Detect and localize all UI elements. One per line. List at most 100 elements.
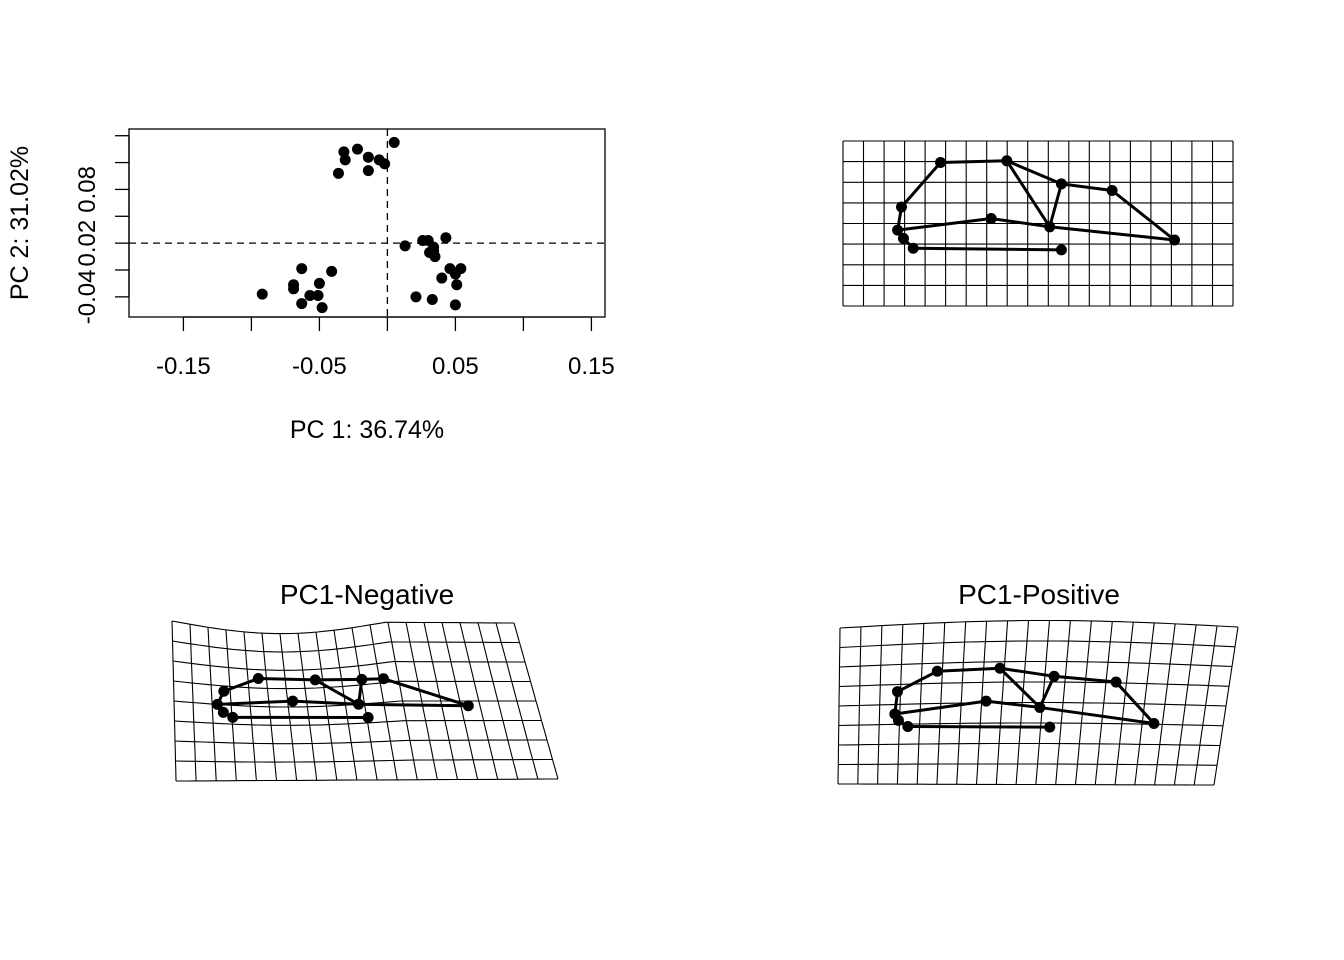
landmark-point [353,698,365,710]
landmark-point [1106,185,1118,196]
landmark-point [218,685,230,697]
landmark-link [1053,674,1117,684]
landmark-link [913,246,1062,252]
scatter-point [304,290,316,302]
scatter-point [410,291,422,303]
landmark-link [382,677,469,708]
deformation-grid [842,140,1234,307]
grid-line [176,778,558,782]
pc1-negative-panel: PC1-Negative [171,579,559,782]
scatter-point [449,268,461,280]
landmark-point [985,213,997,225]
y-axis-label: PC 2: 31.02% [6,146,34,300]
landmark-point [902,721,914,733]
grid-line [838,742,1221,747]
grid-line [174,719,542,726]
landmark-link [985,699,1041,709]
landmark-links [896,159,1176,252]
landmark-link [1005,159,1051,228]
y-tick-label: 0.02 [74,220,101,267]
landmark-link [896,669,938,693]
landmark-link [907,725,1050,729]
landmark-point [1044,721,1056,733]
pc1-positive-title: PC1-Positive [958,579,1120,610]
landmark-link [999,666,1055,678]
landmark-link [258,677,316,682]
landmark-link [1039,705,1155,725]
scatter-point [296,298,308,310]
pc1-positive-panel: PC1-Positive [837,579,1239,786]
landmark-point [309,674,321,686]
scatter-point [362,165,374,177]
x-tick-label: -0.05 [292,353,347,380]
landmark-link [292,699,359,706]
grid-line [839,640,1236,649]
scatter-point [332,167,344,179]
landmark-link [998,667,1041,709]
scatter-point [296,263,308,275]
landmark-link [894,699,987,716]
landmark-point [935,156,946,168]
landmark-point [980,695,992,707]
x-tick-label: -0.15 [156,353,211,380]
landmark-point [1110,676,1122,688]
landmark-point [1044,221,1056,233]
landmark-link [1061,182,1113,192]
landmark-point [896,201,907,213]
landmark-point [1034,701,1046,713]
landmark-link [937,666,1001,673]
scatter-point [339,154,351,166]
landmark-point [1169,234,1180,246]
landmark-link [897,217,992,232]
landmarks [211,673,474,723]
scatter-point [451,279,463,291]
landmarks [892,155,1180,256]
landmark-point [287,695,299,707]
landmark-link [940,159,1007,164]
grid-line [172,660,525,671]
landmark-point [377,673,389,685]
landmark-link [1111,189,1176,242]
y-tick-label: 0.08 [74,166,101,213]
x-tick-label: 0.15 [568,353,615,380]
landmark-point [462,700,474,712]
scatter-axes: -0.15 -0.05 0.05 0.15 -0.04 0.02 0.08 [74,135,615,380]
scatter-point [399,240,411,252]
landmark-point [227,711,239,723]
grid-line [171,620,514,635]
grid-line [175,758,553,763]
landmark-point [1001,155,1013,167]
landmark-point [356,673,368,685]
grid-line [839,660,1233,668]
reference-lines [129,129,605,317]
landmark-point [217,706,229,718]
grid-line [838,701,1227,707]
landmark-point [892,714,904,726]
scatter-point [313,277,325,289]
landmark-link [223,677,259,693]
landmark-point [1148,717,1160,729]
landmark-link [314,678,360,706]
landmark-links [893,666,1156,729]
scatter-point [326,265,338,277]
scatter-point [429,251,441,263]
landmark-point [907,242,919,254]
pc1-negative-title: PC1-Negative [280,579,454,610]
grid-line [172,640,520,653]
pca-scatter-panel: -0.15 -0.05 0.05 0.15 -0.04 0.02 0.08 PC 1: 36… [6,128,615,444]
landmark-point [931,665,943,677]
landmark-links [216,677,469,719]
landmark-link [900,161,942,208]
grid-line [839,619,1239,629]
landmark-point [252,673,264,685]
mean-shape-panel [842,140,1234,307]
landmark-point [892,224,904,236]
landmark-link [217,699,293,706]
grid-line [838,763,1218,766]
landmark-link [1048,183,1063,228]
grid-line [839,681,1230,688]
landmark-point [891,686,903,698]
landmark-link [1038,675,1056,709]
scatter-point [256,288,268,300]
